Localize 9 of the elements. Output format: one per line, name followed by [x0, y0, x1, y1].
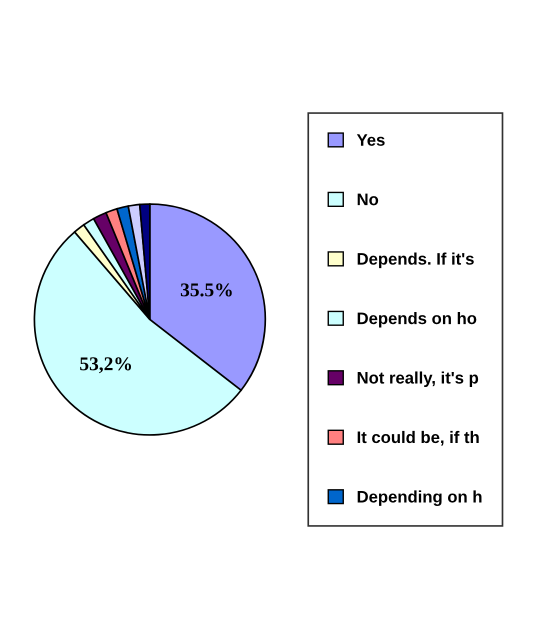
- legend-label: Yes: [356, 134, 385, 146]
- data-label: 53,2%: [80, 357, 132, 374]
- legend-label: Depends on ho: [358, 312, 476, 328]
- legend-label: No: [358, 194, 378, 206]
- data-label: 35.5%: [180, 283, 232, 297]
- legend-label: It could be, if th: [358, 430, 479, 446]
- legend-label: Not really, it's p: [358, 371, 478, 387]
- legend-label: Depending on h: [358, 490, 482, 506]
- legend-label: Depends. If it's: [358, 252, 474, 268]
